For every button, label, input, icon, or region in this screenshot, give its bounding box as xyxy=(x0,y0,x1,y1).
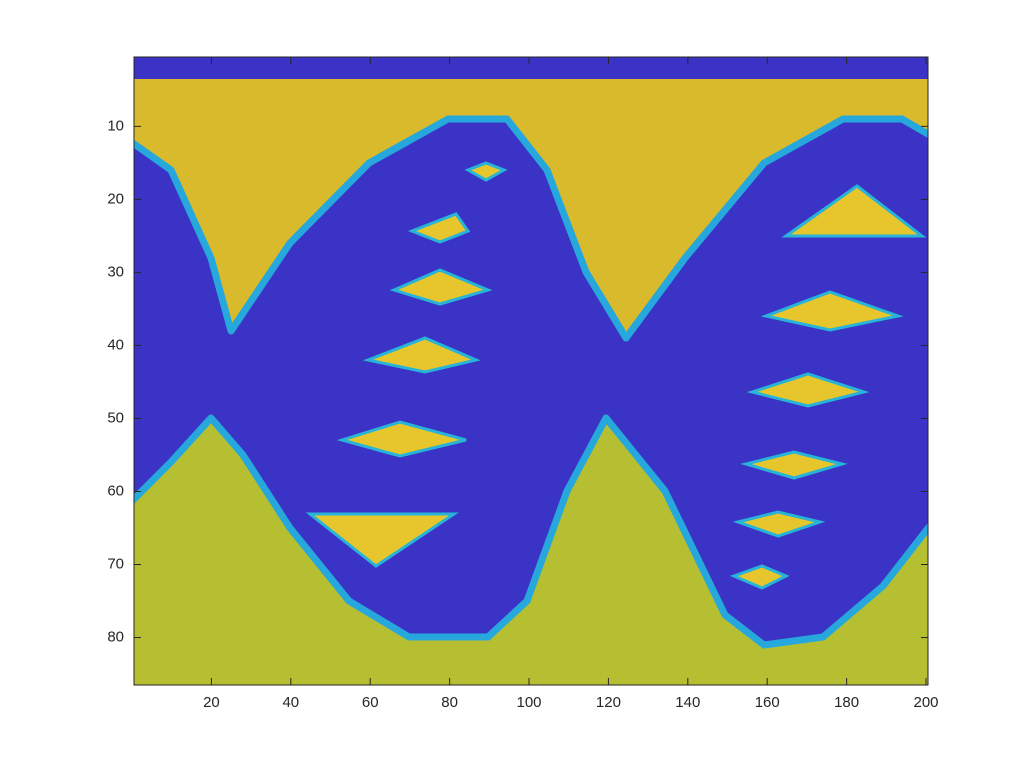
blob xyxy=(389,268,493,306)
blob xyxy=(305,512,459,568)
x-tick-label: 140 xyxy=(675,694,700,711)
blob xyxy=(732,510,826,538)
blob xyxy=(740,450,848,480)
x-tick-label: 40 xyxy=(282,694,299,711)
x-tick-label: 180 xyxy=(834,694,859,711)
x-tick-label: 160 xyxy=(755,694,780,711)
x-tick-label: 100 xyxy=(516,694,541,711)
y-tick-label: 70 xyxy=(107,555,124,572)
y-tick-label: 80 xyxy=(107,629,124,646)
x-tick-label: 20 xyxy=(203,694,220,711)
y-tick-label: 30 xyxy=(107,263,124,280)
x-tick-label: 200 xyxy=(913,694,938,711)
blob xyxy=(464,161,508,182)
blobs xyxy=(305,161,927,590)
image xyxy=(134,57,928,685)
blob xyxy=(729,564,790,590)
blob xyxy=(362,336,481,374)
blob xyxy=(407,212,471,244)
blob xyxy=(760,290,904,332)
y-tick-label: 10 xyxy=(107,117,124,134)
x-tick-label: 80 xyxy=(441,694,458,711)
y-tick-label: 40 xyxy=(107,336,124,353)
x-tick-label: 60 xyxy=(362,694,379,711)
y-tick-label: 20 xyxy=(107,190,124,207)
blob xyxy=(781,184,927,238)
y-tick-label: 60 xyxy=(107,482,124,499)
axes-box xyxy=(133,56,929,686)
y-tick-label: 50 xyxy=(107,409,124,426)
x-tick-label: 120 xyxy=(596,694,621,711)
blob xyxy=(746,372,870,408)
top-band xyxy=(134,57,928,79)
blob xyxy=(336,420,467,458)
